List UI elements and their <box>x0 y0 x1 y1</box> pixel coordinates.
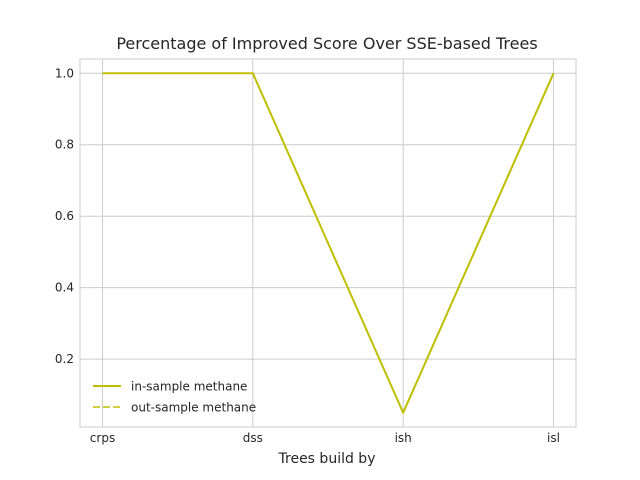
legend-label: out-sample methane <box>131 401 256 415</box>
grid <box>80 59 576 427</box>
y-tick-label: 1.0 <box>55 66 74 80</box>
x-tick-label: dss <box>243 431 263 445</box>
plot-area-frame <box>79 58 577 428</box>
x-tick-label: ish <box>395 431 412 445</box>
x-tick-label: isl <box>547 431 560 445</box>
legend-label: in-sample methane <box>131 380 247 394</box>
y-tick-label: 0.6 <box>55 209 74 223</box>
chart-title: Percentage of Improved Score Over SSE-ba… <box>116 34 537 53</box>
y-tick-label: 0.8 <box>55 138 74 152</box>
series-line <box>102 72 555 414</box>
y-tick-label: 0.4 <box>55 281 74 295</box>
y-tick-label: 0.2 <box>55 352 74 366</box>
x-tick-label: crps <box>90 431 115 445</box>
legend: in-sample methane out-sample methane <box>93 380 256 415</box>
series-lines <box>102 72 555 414</box>
x-axis-label: Trees build by <box>278 451 376 467</box>
axis-ticks: crps dss ish isl 0.2 0.4 0.6 0.8 1.0 <box>55 66 560 445</box>
